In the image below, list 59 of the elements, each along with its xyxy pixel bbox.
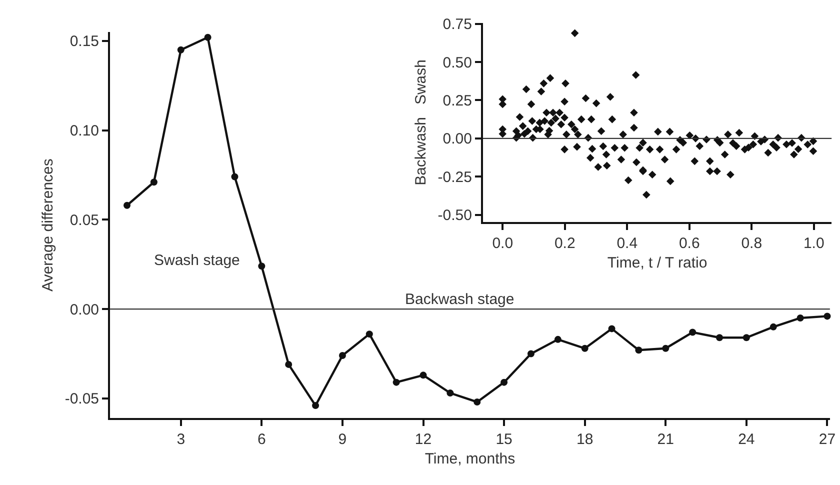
point: [716, 334, 723, 342]
point: [662, 344, 670, 352]
point: [500, 378, 508, 386]
point: [689, 328, 696, 336]
x-tick-label: 1.0: [803, 235, 824, 252]
y-tick-label: 0.00: [70, 301, 100, 318]
x-axis-title: Time, months: [424, 450, 516, 468]
y-axis-title: Average differences: [40, 158, 57, 292]
y-tick-label: 0.10: [70, 122, 100, 140]
point: [770, 323, 777, 330]
point: [150, 178, 158, 186]
x-tick-label: 0.4: [616, 235, 638, 252]
x-tick-label: 15: [496, 431, 512, 448]
point: [608, 325, 616, 332]
x-tick-label: 12: [414, 431, 432, 448]
x-tick-label: 0.8: [741, 235, 762, 252]
y-tick-label: 0.00: [442, 130, 472, 148]
y-tick-label: 0.05: [70, 212, 100, 229]
y-tick-label: 0.75: [442, 16, 472, 34]
point: [635, 346, 642, 354]
x-tick-label: 0.0: [492, 235, 514, 252]
x-axis-title: Time, t / T ratio: [607, 254, 708, 272]
point: [258, 262, 266, 270]
y-tick-label: -0.50: [438, 207, 472, 224]
point: [824, 312, 831, 320]
y-tick-label: 0.15: [70, 33, 100, 50]
x-tick-label: 21: [657, 431, 674, 448]
x-tick-label: 0.2: [554, 235, 576, 252]
y-tick-label: 0.50: [442, 54, 472, 72]
y-tick-label: 0.25: [442, 92, 472, 110]
y-tick-label: -0.25: [438, 168, 472, 186]
x-tick-label: 24: [738, 431, 755, 448]
point: [392, 378, 400, 386]
annotation: Swash stage: [154, 252, 240, 269]
point: [796, 314, 804, 322]
point: [338, 352, 346, 360]
point: [231, 173, 238, 180]
y-axis-title: Backwash Swash: [412, 60, 430, 186]
point: [527, 350, 534, 358]
point: [742, 334, 750, 342]
point: [124, 202, 131, 209]
point: [285, 360, 292, 368]
point: [177, 46, 184, 54]
y-tick-label: -0.05: [64, 390, 100, 408]
point: [204, 34, 212, 41]
point: [312, 402, 320, 410]
point: [474, 398, 481, 406]
annotation: Backwash stage: [405, 291, 514, 308]
point: [420, 372, 427, 379]
x-tick-label: 9: [338, 431, 347, 448]
point: [581, 344, 588, 352]
point: [446, 390, 454, 397]
x-tick-label: 6: [257, 431, 266, 448]
x-tick-label: 27: [818, 431, 836, 448]
x-tick-label: 3: [176, 431, 186, 448]
x-tick-label: 0.6: [678, 235, 700, 252]
x-tick-label: 18: [576, 431, 594, 448]
point: [366, 330, 373, 338]
point: [554, 336, 562, 343]
